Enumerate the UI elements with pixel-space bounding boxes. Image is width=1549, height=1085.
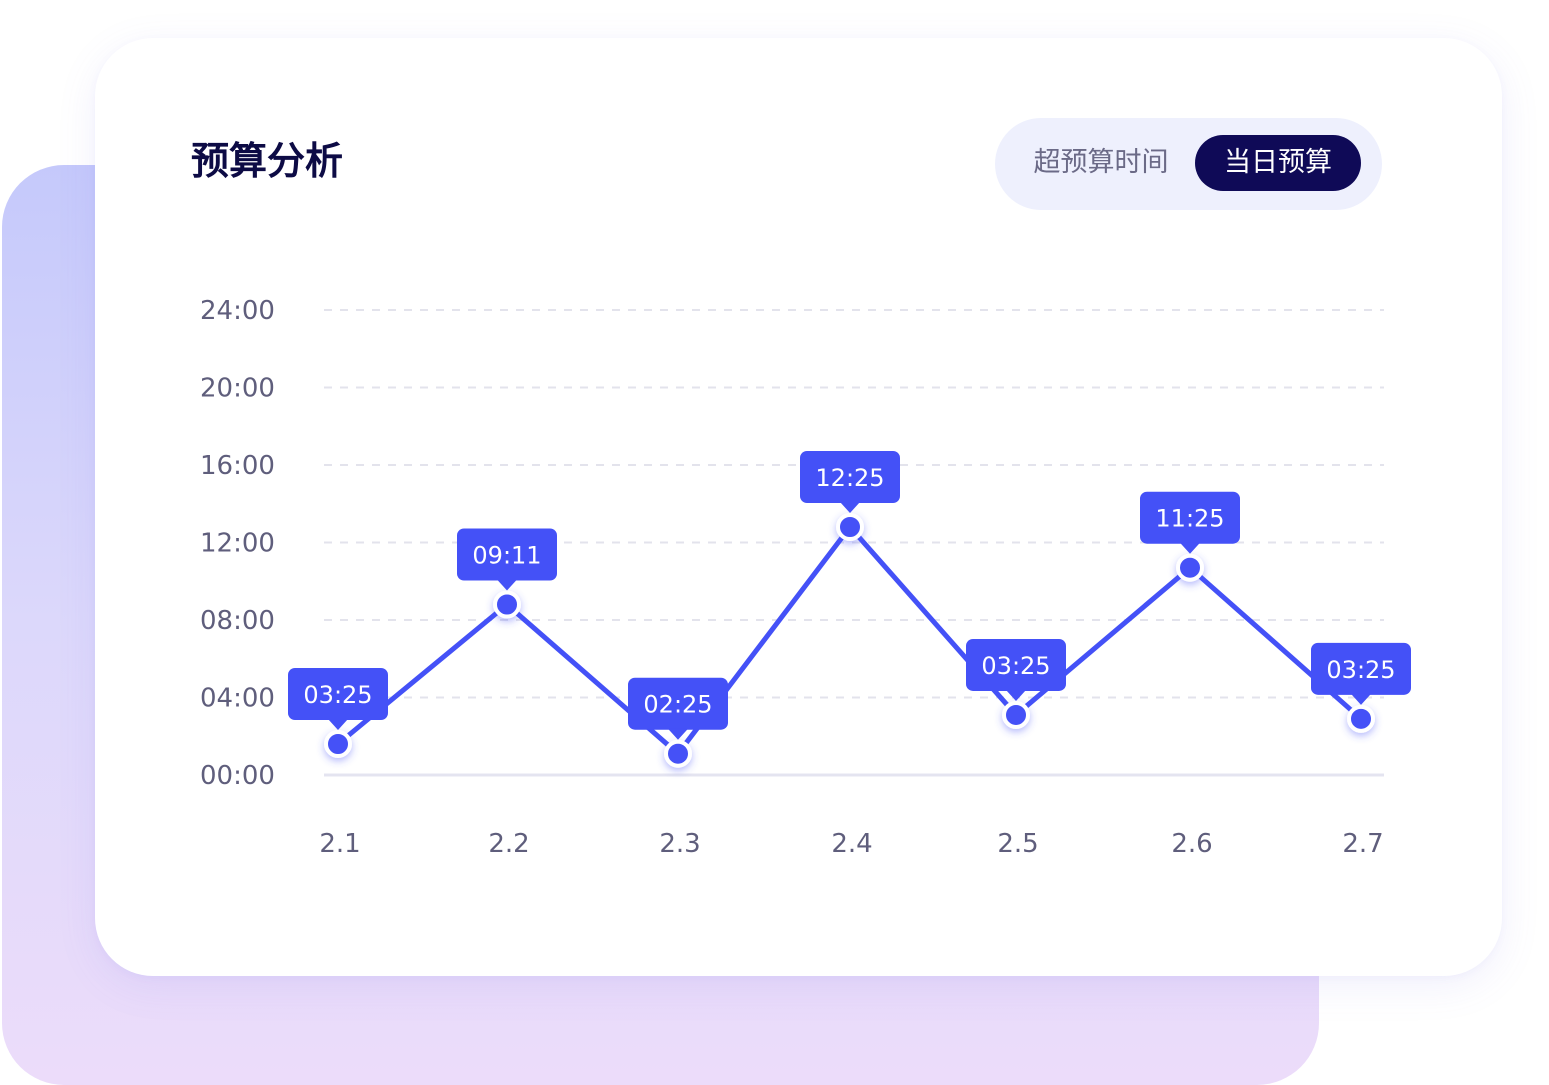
data-label: 03:25 — [966, 638, 1066, 701]
x-tick-label: 2.6 — [1171, 829, 1212, 859]
data-label-bubble — [966, 638, 1066, 691]
x-tick-label: 2.4 — [831, 829, 872, 859]
data-label: 09:11 — [457, 528, 557, 591]
data-point — [1347, 704, 1375, 733]
data-label-text: 11:25 — [1155, 505, 1224, 533]
data-label: 12:25 — [800, 451, 900, 513]
budget-analysis-card: 预算分析 超预算时间 当日预算 — [95, 38, 1502, 976]
y-tick-label: 16:00 — [200, 451, 275, 481]
data-label: 11:25 — [1140, 491, 1240, 554]
data-label-pointer — [668, 728, 688, 740]
data-point — [324, 730, 352, 758]
data-label-pointer — [1006, 689, 1026, 701]
data-label-bubble — [288, 668, 388, 720]
data-label-pointer — [1180, 542, 1200, 554]
data-label-bubble — [1311, 642, 1411, 695]
data-label-pointer — [1351, 693, 1371, 705]
data-label-text: 03:25 — [1326, 656, 1395, 684]
data-label-bubble — [457, 528, 557, 581]
data-point — [836, 513, 864, 541]
toggle-over-budget-time[interactable]: 超预算时间 — [1033, 147, 1169, 178]
x-tick-label: 2.5 — [997, 829, 1038, 859]
x-tick-label: 2.3 — [659, 829, 700, 859]
data-label-pointer — [497, 579, 517, 591]
y-tick-label: 04:00 — [200, 684, 275, 714]
x-tick-label: 2.7 — [1342, 829, 1383, 859]
data-label: 03:25 — [288, 668, 388, 730]
data-point — [1176, 553, 1204, 582]
data-label-bubble — [1140, 491, 1240, 544]
y-tick-label: 12:00 — [200, 529, 275, 559]
data-point — [493, 590, 521, 619]
data-label-text: 02:25 — [643, 691, 712, 719]
data-point — [664, 739, 692, 768]
data-label: 02:25 — [628, 677, 728, 740]
data-label-pointer — [840, 502, 860, 513]
y-tick-label: 24:00 — [200, 296, 275, 326]
data-label: 03:25 — [1311, 642, 1411, 705]
data-label-text: 03:25 — [981, 652, 1050, 680]
y-tick-label: 00:00 — [200, 761, 275, 791]
data-label-pointer — [328, 719, 348, 730]
data-label-bubble — [628, 677, 728, 730]
x-tick-label: 2.2 — [488, 829, 529, 859]
y-tick-label: 20:00 — [200, 374, 275, 404]
toggle-daily-budget[interactable]: 当日预算 — [1195, 135, 1361, 191]
page-title: 预算分析 — [191, 139, 344, 183]
view-toggle: 超预算时间 当日预算 — [995, 118, 1382, 210]
data-point — [1002, 700, 1030, 729]
y-tick-label: 08:00 — [200, 606, 275, 636]
data-label-text: 03:25 — [303, 681, 372, 709]
data-label-text: 09:11 — [472, 542, 541, 570]
x-tick-label: 2.1 — [319, 829, 360, 859]
data-label-text: 12:25 — [815, 464, 884, 492]
data-label-bubble — [800, 451, 900, 503]
